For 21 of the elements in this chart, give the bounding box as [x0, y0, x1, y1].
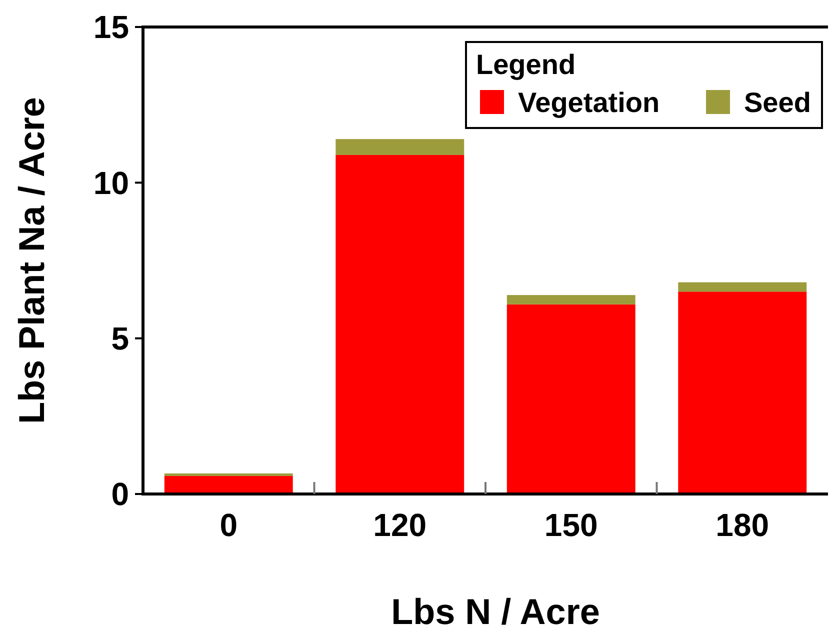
- legend-title: Legend: [476, 49, 576, 80]
- legend-label: Vegetation: [518, 87, 660, 118]
- x-tick-label: 0: [220, 507, 238, 543]
- bar: [678, 292, 807, 494]
- bar: [506, 295, 636, 304]
- bar: [506, 304, 636, 494]
- y-tick-label: 10: [93, 164, 129, 201]
- bar: [164, 473, 293, 476]
- y-tick-label: 0: [111, 476, 129, 512]
- x-tick-label: 120: [373, 507, 427, 543]
- x-tick-label: 180: [716, 507, 770, 543]
- y-axis-title: Lbs Plant Na / Acre: [11, 97, 52, 424]
- x-tick-label: 150: [544, 507, 598, 543]
- bar: [336, 139, 464, 155]
- bar: [678, 282, 807, 292]
- y-tick-label: 5: [111, 320, 129, 357]
- x-axis-title: Lbs N / Acre: [391, 591, 600, 632]
- legend-label: Seed: [744, 87, 811, 118]
- y-tick-label: 15: [93, 9, 129, 46]
- bar: [336, 154, 464, 494]
- bar: [164, 476, 293, 494]
